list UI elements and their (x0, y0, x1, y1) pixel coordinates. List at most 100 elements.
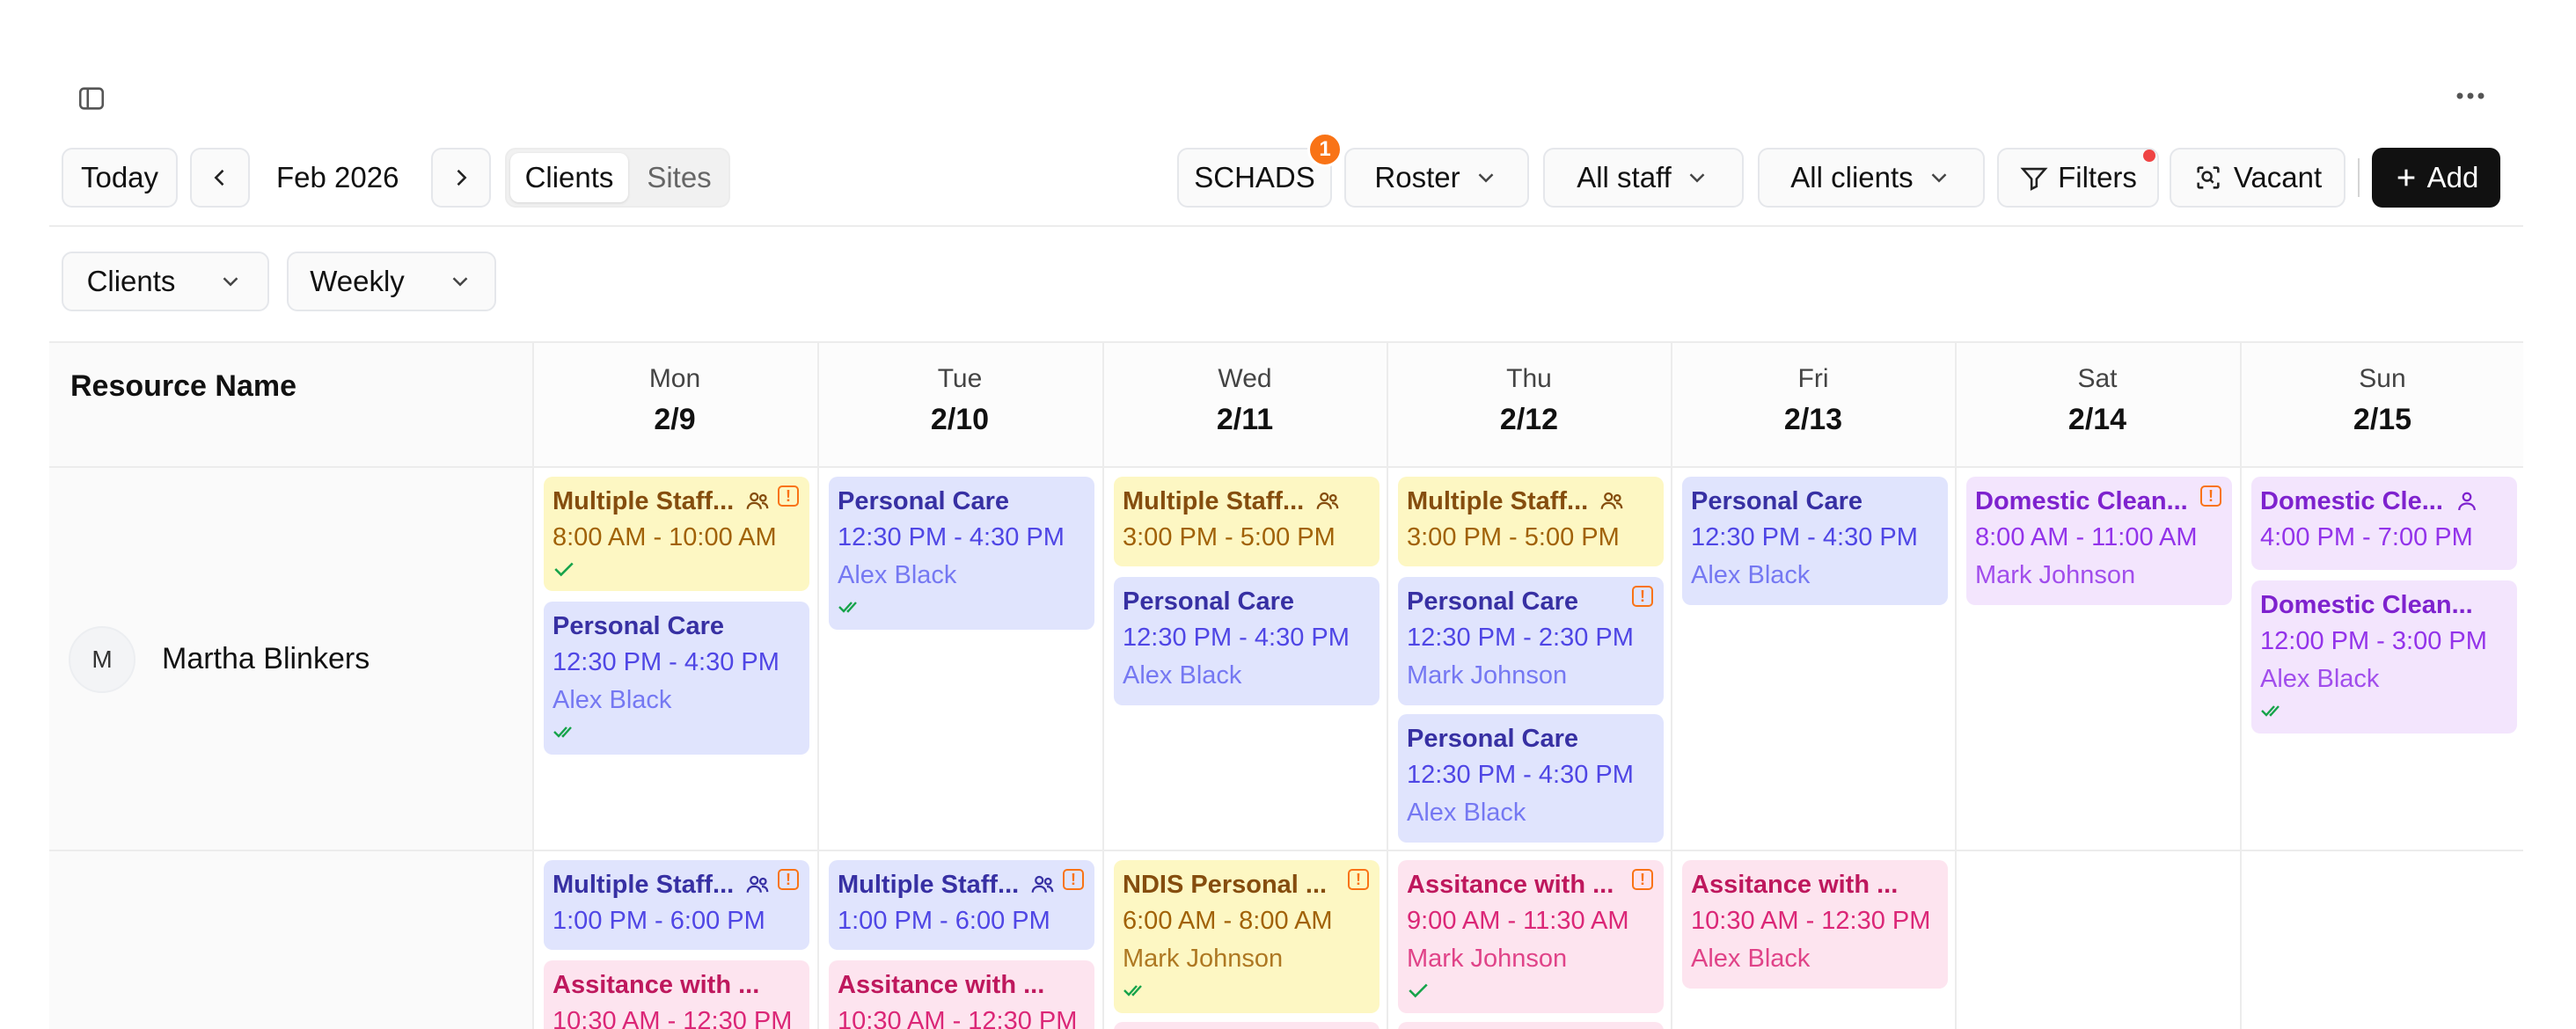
shift-card[interactable]: Domestic Clean... 8:00 AM - 11:00 AM Mar… (1966, 477, 2232, 605)
group-by-label: Clients (86, 265, 176, 297)
all-staff-dropdown[interactable]: All staff (1543, 148, 1744, 208)
shift-card[interactable]: Domestic Clean... 12:00 PM - 3:00 PM Ale… (2251, 580, 2517, 733)
filters-button[interactable]: Filters (1997, 148, 2159, 208)
chevron-down-icon (452, 277, 468, 287)
plus-icon (2397, 169, 2414, 186)
shift-title: Domestic Clean... (2260, 591, 2473, 619)
day-header-sat: Sat 2/14 (1957, 364, 2238, 437)
group-people-icon (1600, 492, 1623, 509)
shift-title: Assitance with ... (1407, 871, 1614, 899)
shift-card[interactable] (1398, 1022, 1664, 1029)
shift-card[interactable]: Assitance with ... 9:00 AM - 11:30 AM Ma… (1398, 860, 1664, 1013)
day-header-tue: Tue 2/10 (819, 364, 1101, 437)
schads-button[interactable]: SCHADS (1177, 148, 1332, 208)
today-button[interactable]: Today (62, 148, 178, 208)
chevron-down-icon (1689, 173, 1705, 183)
vacant-label: Vacant (2233, 161, 2323, 193)
view-clients-tab[interactable]: Clients (510, 153, 628, 202)
shift-card[interactable] (1114, 1022, 1379, 1029)
period-dropdown[interactable]: Weekly (287, 252, 496, 311)
group-people-icon (1316, 492, 1339, 509)
shift-time: 10:30 AM - 12:30 PM (1691, 907, 1931, 935)
shift-staff: Alex Black (1407, 799, 1526, 827)
shift-staff: Alex Black (1691, 945, 1811, 973)
shift-title: NDIS Personal ... (1123, 871, 1328, 899)
shift-card[interactable]: Personal Care 12:30 PM - 4:30 PM Alex Bl… (544, 602, 809, 755)
shift-card[interactable]: Personal Care 12:30 PM - 4:30 PM Alex Bl… (1682, 477, 1948, 605)
warning-icon: ! (1348, 869, 1369, 890)
shift-time: 8:00 AM - 10:00 AM (553, 523, 777, 551)
roster-dropdown[interactable]: Roster (1344, 148, 1529, 208)
day-date: 2/10 (930, 403, 990, 436)
grid-row-line (49, 850, 2523, 851)
shift-card[interactable]: Assitance with ... 10:30 AM - 12:30 PM A… (1682, 860, 1948, 989)
view-sites-tab[interactable]: Sites (647, 161, 712, 193)
shift-card[interactable]: Personal Care 12:30 PM - 4:30 PM Alex Bl… (1114, 577, 1379, 705)
shift-title: Domestic Cle... (2260, 487, 2443, 515)
shift-title: Domestic Clean... (1975, 487, 2188, 515)
more-options-icon[interactable] (2451, 81, 2490, 111)
group-by-dropdown[interactable]: Clients (62, 252, 269, 311)
shift-time: 9:00 AM - 11:30 AM (1407, 907, 1629, 935)
shift-time: 12:30 PM - 4:30 PM (1123, 624, 1350, 652)
next-week-button[interactable] (431, 148, 491, 208)
filter-icon (2020, 167, 2048, 191)
shift-time: 12:30 PM - 2:30 PM (1407, 624, 1634, 652)
toolbar-divider-line (49, 225, 2523, 227)
shift-card[interactable]: Assitance with ... 10:30 AM - 12:30 PM (544, 960, 809, 1029)
shift-card[interactable]: Personal Care 12:30 PM - 4:30 PM Alex Bl… (1398, 714, 1664, 843)
shift-card[interactable]: Personal Care 12:30 PM - 4:30 PM Alex Bl… (829, 477, 1094, 630)
day-date: 2/9 (654, 403, 696, 436)
day-header-thu: Thu 2/12 (1388, 364, 1670, 437)
shift-card[interactable]: Multiple Staff... 8:00 AM - 10:00 AM ! (544, 477, 809, 591)
shift-time: 12:30 PM - 4:30 PM (1407, 761, 1634, 789)
day-name: Mon (648, 364, 701, 393)
grid-col-line (1955, 341, 1957, 1029)
day-name: Sat (2077, 364, 2118, 393)
shift-title: Personal Care (553, 612, 725, 640)
warning-icon: ! (2200, 485, 2221, 507)
chevron-down-icon (1931, 173, 1947, 183)
shift-card[interactable]: Assitance with ... 10:30 AM - 12:30 PM (829, 960, 1094, 1029)
day-name: Wed (1218, 364, 1272, 393)
sidebar-toggle-icon[interactable] (74, 81, 109, 116)
warning-icon: ! (778, 869, 799, 890)
shift-staff: Alex Black (838, 561, 957, 589)
current-month-label: Feb 2026 (276, 161, 399, 193)
day-header-mon: Mon 2/9 (534, 364, 816, 437)
shift-card[interactable]: Personal Care 12:30 PM - 2:30 PM Mark Jo… (1398, 577, 1664, 705)
double-check-icon (2261, 705, 2280, 717)
grid-header-line (49, 466, 2523, 468)
vacant-search-icon (2197, 166, 2220, 189)
resource-name[interactable]: Martha Blinkers (162, 642, 370, 675)
shift-time: 4:00 PM - 7:00 PM (2260, 523, 2473, 551)
shift-title: Multiple Staff... (1407, 487, 1589, 515)
prev-week-button[interactable] (190, 148, 250, 208)
vacant-button[interactable]: Vacant (2170, 148, 2345, 208)
shift-time: 1:00 PM - 6:00 PM (838, 907, 1050, 935)
shift-title: Personal Care (1407, 725, 1579, 753)
shift-title: Personal Care (1407, 587, 1579, 616)
shift-time: 12:30 PM - 4:30 PM (1691, 523, 1918, 551)
day-header-fri: Fri 2/13 (1672, 364, 1954, 437)
add-button[interactable]: Add (2372, 148, 2500, 208)
shift-card[interactable]: Domestic Cle... 4:00 PM - 7:00 PM (2251, 477, 2517, 570)
shift-time: 3:00 PM - 5:00 PM (1407, 523, 1620, 551)
shift-card[interactable]: Multiple Staff... 3:00 PM - 5:00 PM (1114, 477, 1379, 566)
shift-card[interactable]: Multiple Staff... 1:00 PM - 6:00 PM ! (544, 860, 809, 950)
group-people-icon (746, 875, 769, 893)
shift-title: Assitance with ... (838, 971, 1045, 999)
period-label: Weekly (310, 265, 405, 297)
shift-card[interactable]: Multiple Staff... 3:00 PM - 5:00 PM (1398, 477, 1664, 566)
shift-time: 6:00 AM - 8:00 AM (1123, 907, 1333, 935)
double-check-icon (838, 602, 857, 613)
double-check-icon (553, 726, 572, 738)
double-check-icon (1123, 985, 1142, 996)
shift-title: Personal Care (838, 487, 1010, 515)
grid-top-line (49, 341, 2523, 343)
day-date: 2/12 (1499, 403, 1559, 436)
all-clients-dropdown[interactable]: All clients (1758, 148, 1985, 208)
warning-icon: ! (1063, 869, 1084, 890)
shift-card[interactable]: NDIS Personal ... 6:00 AM - 8:00 AM Mark… (1114, 860, 1379, 1013)
shift-card[interactable]: Multiple Staff... 1:00 PM - 6:00 PM ! (829, 860, 1094, 950)
